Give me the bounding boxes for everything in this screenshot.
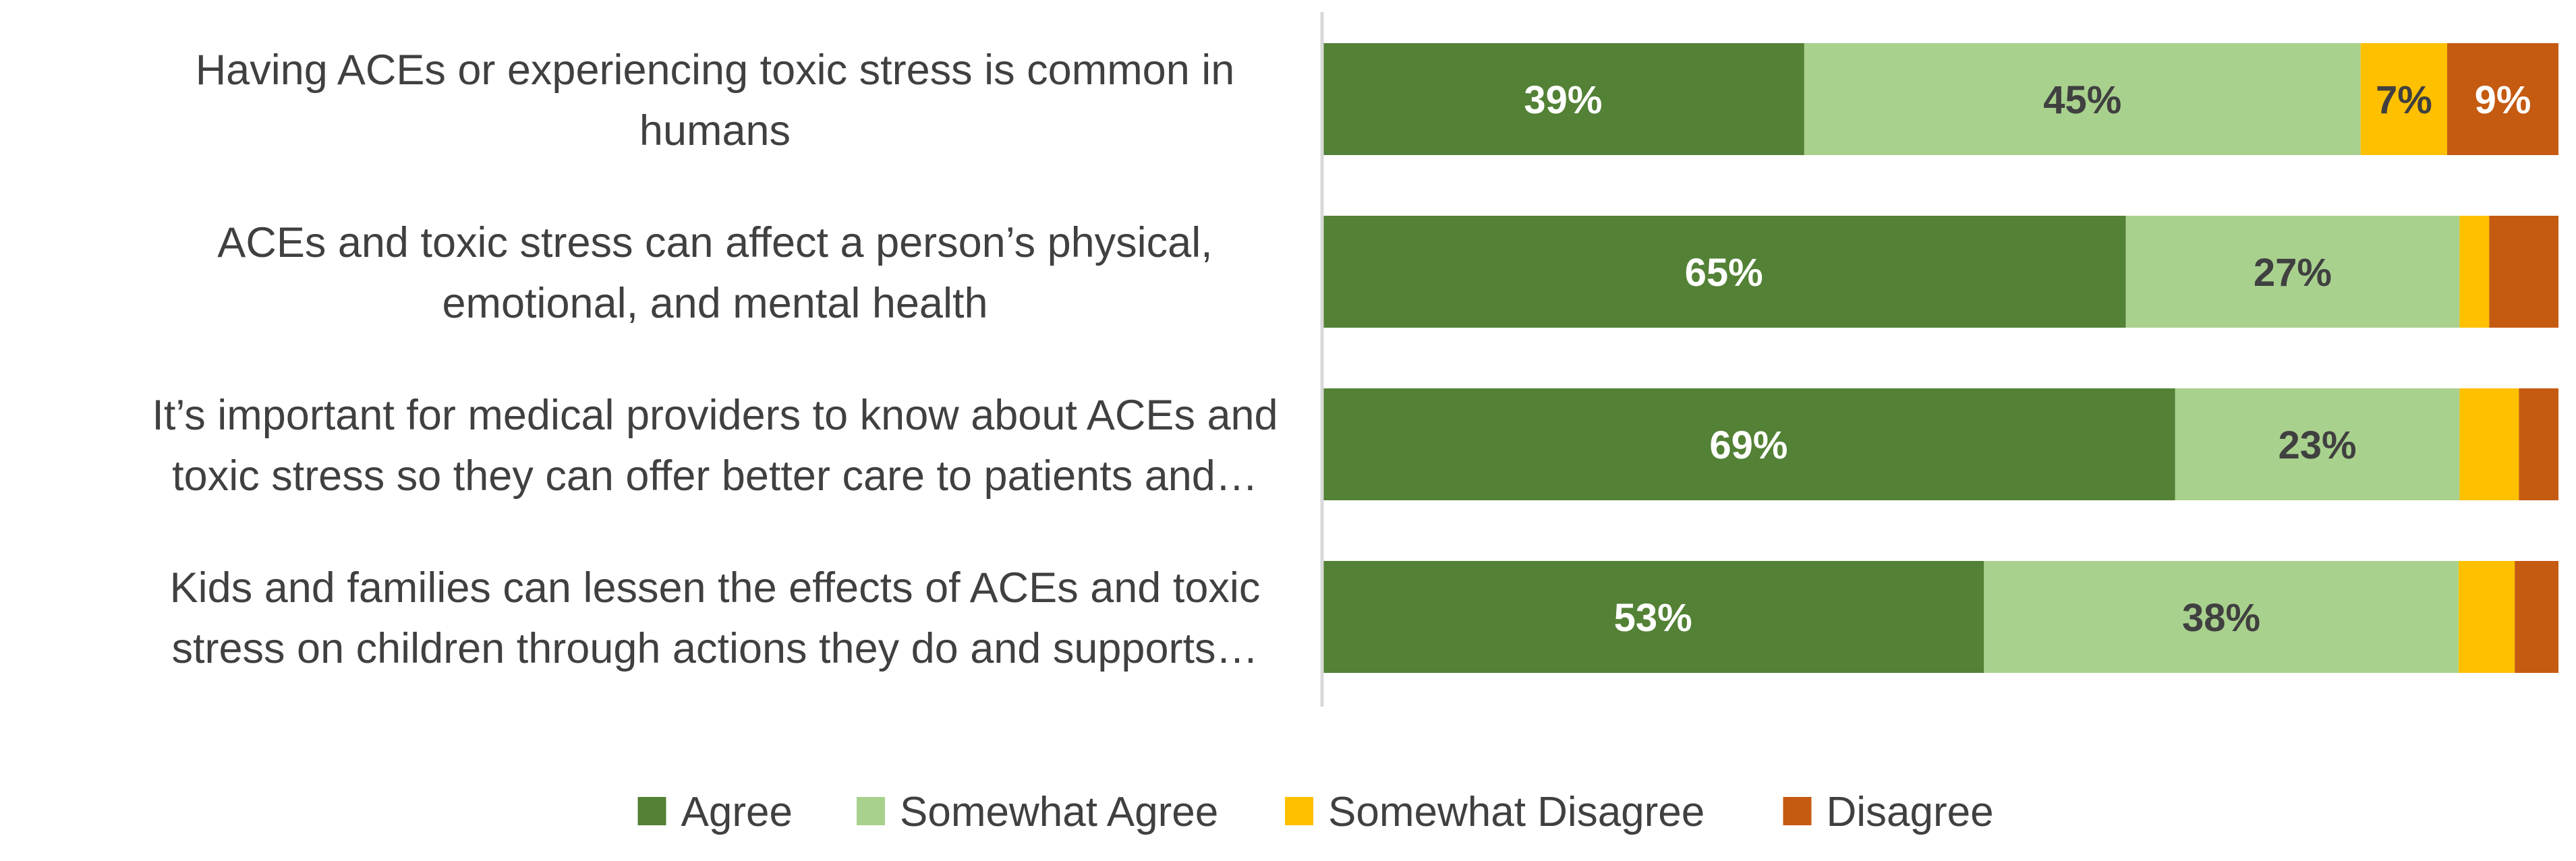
bar-segment xyxy=(2447,43,2558,155)
bar-segment xyxy=(1322,216,2126,328)
bar-segment xyxy=(2458,561,2515,673)
bar-segment xyxy=(2175,388,2460,500)
category-label: humans xyxy=(639,107,791,154)
data-label: 23% xyxy=(2279,423,2357,467)
legend-swatch xyxy=(637,797,666,825)
category-label: toxic stress so they can offer better ca… xyxy=(172,452,1258,500)
data-label: 65% xyxy=(1685,251,1763,295)
category-label: Having ACEs or experiencing toxic stress… xyxy=(196,47,1235,94)
category-label: emotional, and mental health xyxy=(442,280,988,327)
bar-segment xyxy=(2459,388,2519,500)
legend-label: Somewhat Agree xyxy=(900,789,1218,835)
data-label: 69% xyxy=(1709,423,1787,467)
legend-swatch xyxy=(857,797,885,825)
bar-segment xyxy=(2515,561,2558,673)
data-label: 27% xyxy=(2254,251,2332,295)
legend: Agree Somewhat Agree Somewhat Disagree Disa… xyxy=(637,789,1994,835)
legend-label: Somewhat Disagree xyxy=(1328,789,1705,835)
bar-segment xyxy=(2489,216,2558,328)
bar-segment xyxy=(1322,561,1984,673)
category-label: Kids and families can lessen the effects… xyxy=(170,564,1261,612)
bar-segment xyxy=(1322,43,1804,155)
bar-segment xyxy=(2519,388,2558,500)
category-label: ACEs and toxic stress can affect a perso… xyxy=(217,219,1212,266)
bar-segment xyxy=(1322,388,2175,500)
category-label: stress on children through actions they … xyxy=(172,625,1259,672)
legend-label: Agree xyxy=(681,789,793,835)
legend-swatch xyxy=(1285,797,1313,825)
data-label: 38% xyxy=(2182,596,2260,640)
bar-segment xyxy=(2459,216,2490,328)
bars-group: 39% 45% 7% 9% 65% 27% 69% 23% 53% 38% xyxy=(1322,43,2558,673)
category-label: It’s important for medical providers to … xyxy=(152,392,1278,439)
bar-segment xyxy=(1984,561,2459,673)
legend-label: Disagree xyxy=(1827,789,1994,835)
data-label: 9% xyxy=(2475,78,2531,122)
data-label: 45% xyxy=(2043,78,2121,122)
bar-segment xyxy=(2360,43,2448,155)
legend-swatch xyxy=(1783,797,1812,825)
bar-segment xyxy=(2125,216,2460,328)
data-label: 39% xyxy=(1524,78,1602,122)
data-label: 53% xyxy=(1614,596,1692,640)
bar-segment xyxy=(1804,43,2361,155)
category-labels: Having ACEs or experiencing toxic stress… xyxy=(152,47,1278,672)
data-label: 7% xyxy=(2376,78,2432,122)
